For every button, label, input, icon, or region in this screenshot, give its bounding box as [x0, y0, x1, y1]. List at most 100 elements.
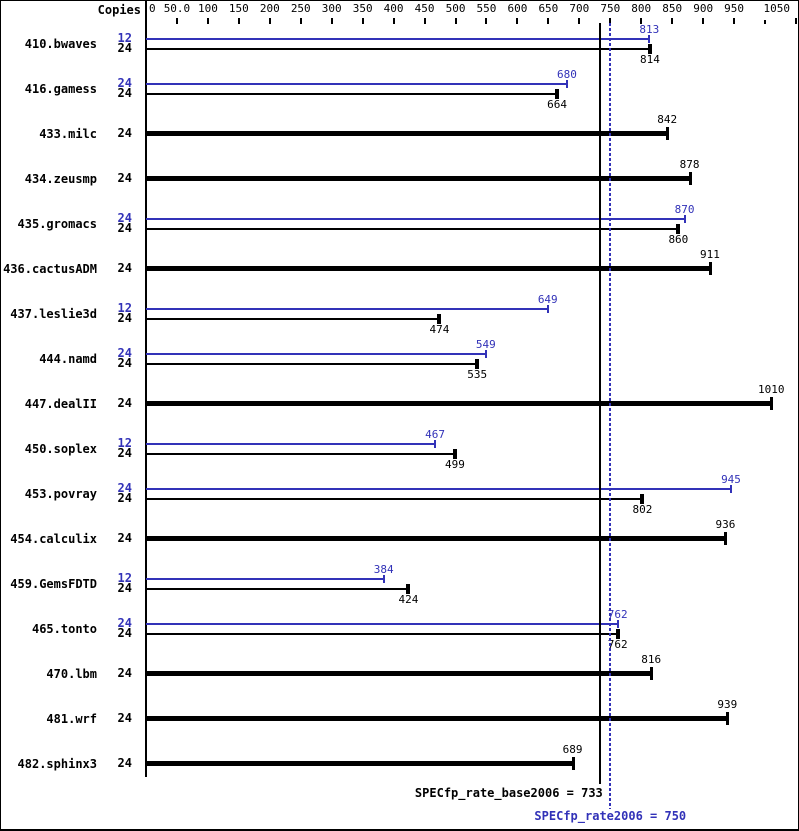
- peak-bar-end-tick: [484, 350, 487, 358]
- base-value-label: 689: [562, 743, 583, 756]
- axis-tick: [702, 18, 705, 24]
- peak-value-label: 813: [639, 23, 660, 36]
- peak-mean-line: [609, 23, 612, 809]
- base-value-label: 474: [429, 323, 450, 336]
- copies-value: 24: [117, 481, 132, 495]
- peak-value-label: 384: [373, 563, 394, 576]
- copies-value: 12: [117, 301, 132, 315]
- base-bar-end-tick: [650, 667, 654, 680]
- base-value-label: 842: [657, 113, 678, 126]
- axis-tick: [454, 18, 457, 24]
- benchmark-name: 434.zeusmp: [24, 172, 97, 186]
- base-bar: [146, 536, 726, 541]
- copies-value: 24: [117, 756, 132, 770]
- base-bar: [146, 498, 643, 500]
- base-bar-end-tick: [555, 89, 560, 99]
- axis-tick-label: 0: [149, 2, 156, 15]
- base-value-label: 499: [444, 458, 465, 471]
- base-value-label: 802: [632, 503, 653, 516]
- axis-tick-label: 1050: [763, 2, 791, 15]
- benchmark-name: 435.gromacs: [17, 217, 97, 231]
- base-bar-end-tick: [666, 127, 670, 140]
- axis-tick-label: 800: [631, 2, 652, 15]
- base-bar-end-tick: [640, 494, 645, 504]
- axis-tick: [609, 18, 612, 24]
- benchmark-name: 465.tonto: [31, 622, 97, 636]
- axis-tick: [392, 18, 395, 24]
- base-value-label: 535: [467, 368, 488, 381]
- base-bar: [146, 716, 728, 721]
- base-bar-end-tick: [571, 757, 575, 770]
- peak-bar-end-tick: [546, 305, 549, 313]
- base-bar: [146, 266, 710, 271]
- axis-tick-label: 850: [662, 2, 683, 15]
- peak-bar: [146, 308, 548, 310]
- base-bar: [146, 453, 455, 455]
- base-bar-end-tick: [452, 449, 457, 459]
- axis-tick-label: 350: [352, 2, 373, 15]
- axis-tick: [237, 18, 240, 24]
- base-bar: [146, 131, 668, 136]
- benchmark-name: 450.soplex: [24, 442, 97, 456]
- base-bar: [146, 318, 440, 320]
- peak-bar: [146, 218, 685, 220]
- base-bar-end-tick: [770, 397, 774, 410]
- copies-value: 24: [117, 626, 132, 640]
- base-bar: [146, 228, 679, 230]
- base-value-label: 878: [679, 158, 700, 171]
- peak-value-label: 870: [674, 203, 695, 216]
- peak-bar: [146, 488, 731, 490]
- peak-bar: [146, 353, 486, 355]
- peak-bar-end-tick: [730, 485, 732, 493]
- base-bar: [146, 48, 650, 50]
- copies-value: 12: [117, 571, 132, 585]
- axis-tick-label: 900: [693, 2, 714, 15]
- copies-value: 24: [117, 311, 132, 325]
- axis-tick-label: 500: [445, 2, 466, 15]
- base-bar-end-tick: [708, 262, 712, 275]
- copies-value: 24: [117, 711, 132, 725]
- base-bar-end-tick: [475, 359, 480, 369]
- base-bar-end-tick: [724, 532, 728, 545]
- base-bar-end-tick: [437, 314, 442, 324]
- peak-bar: [146, 443, 436, 445]
- axis-tick-label: 50.0: [163, 2, 191, 15]
- axis-tick-label: 250: [290, 2, 311, 15]
- base-value-label: 762: [607, 638, 628, 651]
- base-value-label: 1010: [757, 383, 785, 396]
- benchmark-name: 454.calculix: [10, 532, 97, 546]
- copies-value: 24: [117, 396, 132, 410]
- axis-tick: [671, 18, 674, 24]
- peak-bar-end-tick: [434, 440, 437, 448]
- benchmark-name: 444.namd: [39, 352, 97, 366]
- benchmark-name: 482.sphinx3: [17, 757, 97, 771]
- base-value-label: 814: [639, 53, 660, 66]
- peak-mean-label: SPECfp_rate2006 = 750: [534, 809, 687, 823]
- base-bar-end-tick: [688, 172, 692, 185]
- axis-tick-label: 300: [321, 2, 342, 15]
- base-bar-end-tick: [406, 584, 411, 594]
- copies-value: 24: [117, 41, 132, 55]
- axis-tick-label: 200: [259, 2, 280, 15]
- benchmark-name: 447.dealII: [24, 397, 97, 411]
- axis-tick: [206, 18, 209, 24]
- copies-header: Copies: [97, 3, 141, 17]
- base-value-label: 816: [641, 653, 662, 666]
- axis-tick: [795, 18, 797, 24]
- copies-value: 24: [117, 211, 132, 225]
- base-bar: [146, 671, 652, 676]
- peak-bar-end-tick: [382, 575, 385, 583]
- peak-bar: [146, 83, 567, 85]
- axis-tick: [485, 18, 488, 24]
- base-value-label: 939: [717, 698, 738, 711]
- peak-bar-end-tick: [565, 80, 568, 88]
- axis-tick: [423, 18, 426, 24]
- base-bar-end-tick: [726, 712, 730, 725]
- peak-bar: [146, 623, 618, 625]
- axis-tick-label: 450: [414, 2, 435, 15]
- benchmark-name: 481.wrf: [46, 712, 97, 726]
- copies-value: 24: [117, 531, 132, 545]
- axis-tick-label: 750: [600, 2, 621, 15]
- copies-value: 12: [117, 436, 132, 450]
- benchmark-name: 433.milc: [39, 127, 97, 141]
